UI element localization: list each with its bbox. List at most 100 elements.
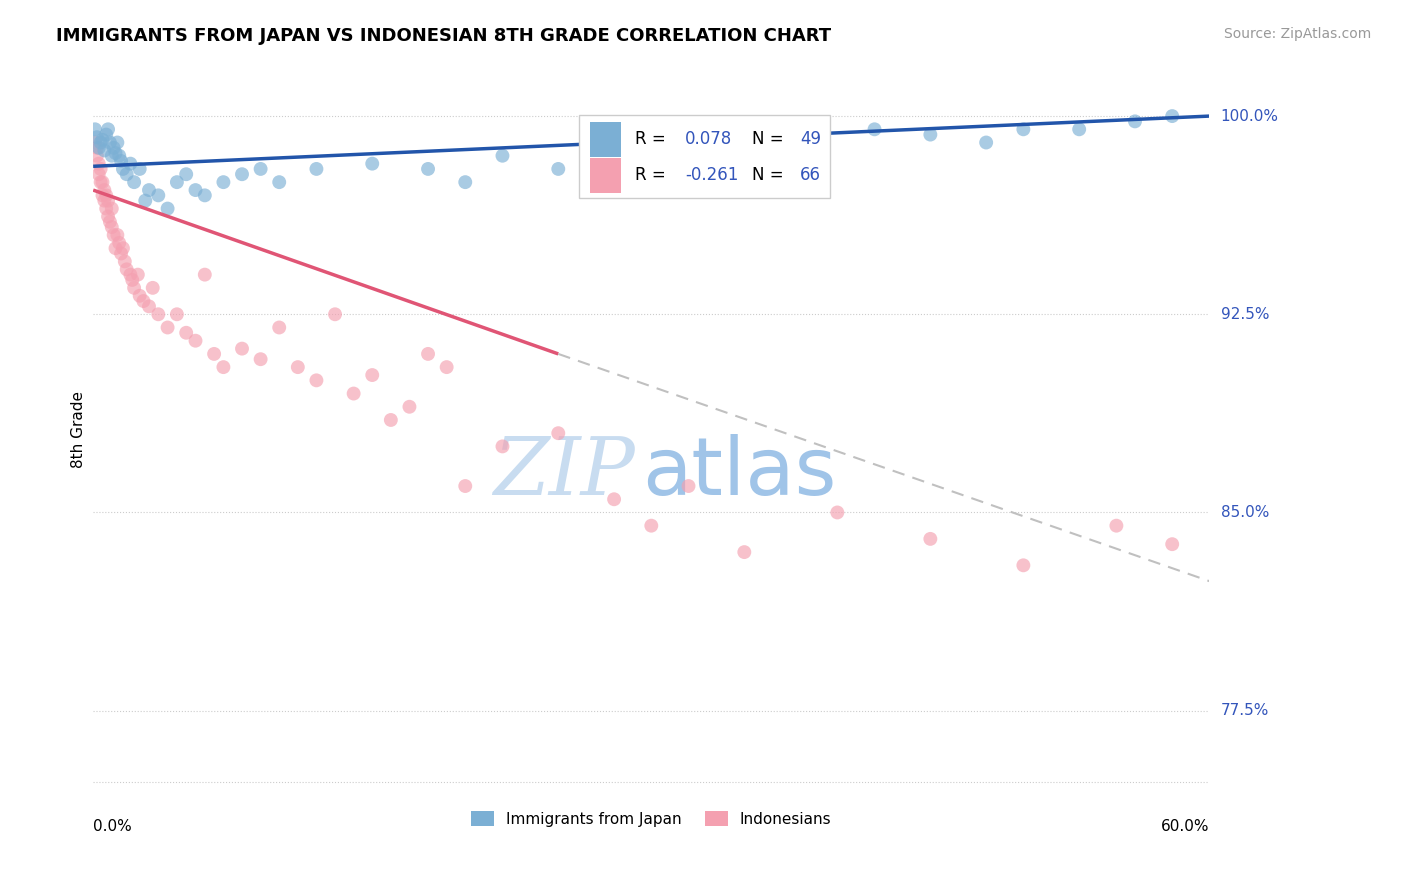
Point bbox=[96, 188, 118, 202]
Point bbox=[115, 167, 138, 181]
Point bbox=[231, 167, 253, 181]
Point bbox=[86, 130, 108, 145]
Point bbox=[1012, 558, 1035, 573]
Point bbox=[863, 122, 886, 136]
Point bbox=[380, 413, 402, 427]
FancyBboxPatch shape bbox=[591, 122, 621, 156]
Point bbox=[90, 175, 112, 189]
Text: R =: R = bbox=[634, 166, 671, 185]
Point bbox=[436, 360, 458, 375]
Y-axis label: 8th Grade: 8th Grade bbox=[72, 391, 86, 467]
Point bbox=[86, 149, 108, 163]
Point bbox=[101, 149, 124, 163]
Point bbox=[156, 202, 179, 216]
Point bbox=[121, 273, 143, 287]
Point bbox=[1161, 537, 1184, 551]
Point bbox=[120, 156, 142, 170]
Point bbox=[416, 161, 439, 176]
Point bbox=[96, 128, 118, 142]
Point bbox=[84, 122, 107, 136]
Text: N =: N = bbox=[752, 130, 789, 148]
Point bbox=[491, 149, 513, 163]
Point bbox=[103, 227, 125, 242]
Point bbox=[91, 133, 114, 147]
Point bbox=[1105, 518, 1128, 533]
Point bbox=[920, 128, 942, 142]
Point bbox=[454, 479, 477, 493]
Point bbox=[156, 320, 179, 334]
Point bbox=[231, 342, 253, 356]
Point bbox=[184, 183, 207, 197]
Point bbox=[103, 141, 125, 155]
Point bbox=[105, 227, 128, 242]
Point bbox=[87, 156, 110, 170]
Text: 92.5%: 92.5% bbox=[1220, 307, 1270, 322]
Point bbox=[174, 167, 197, 181]
Text: ZIP: ZIP bbox=[494, 434, 634, 511]
Point bbox=[416, 347, 439, 361]
Point bbox=[1069, 122, 1091, 136]
Point bbox=[323, 307, 346, 321]
Point bbox=[108, 149, 131, 163]
Point bbox=[343, 386, 366, 401]
Point bbox=[166, 175, 188, 189]
Point bbox=[97, 194, 120, 208]
Point bbox=[678, 149, 700, 163]
Point bbox=[1161, 109, 1184, 123]
Point bbox=[212, 175, 235, 189]
Point bbox=[138, 299, 160, 313]
FancyBboxPatch shape bbox=[579, 115, 830, 198]
Point bbox=[122, 281, 145, 295]
Point bbox=[305, 161, 328, 176]
Text: N =: N = bbox=[752, 166, 789, 185]
Point bbox=[98, 136, 121, 150]
Point bbox=[134, 194, 156, 208]
Point bbox=[90, 161, 112, 176]
Text: atlas: atlas bbox=[643, 434, 837, 511]
Point bbox=[122, 175, 145, 189]
Point bbox=[398, 400, 420, 414]
Point bbox=[174, 326, 197, 340]
Point bbox=[547, 161, 569, 176]
Point bbox=[104, 241, 127, 255]
Point bbox=[491, 439, 513, 453]
Point bbox=[138, 183, 160, 197]
Point bbox=[91, 175, 114, 189]
Point bbox=[111, 241, 134, 255]
Point bbox=[101, 220, 124, 235]
Text: 85.0%: 85.0% bbox=[1220, 505, 1268, 520]
Point bbox=[148, 307, 170, 321]
Point bbox=[1123, 114, 1146, 128]
Point bbox=[87, 167, 110, 181]
Text: 77.5%: 77.5% bbox=[1220, 703, 1268, 718]
Point bbox=[603, 492, 626, 507]
Point bbox=[148, 188, 170, 202]
Point bbox=[547, 426, 569, 441]
Point bbox=[93, 144, 115, 158]
Point bbox=[87, 141, 110, 155]
Point bbox=[287, 360, 309, 375]
Point bbox=[111, 161, 134, 176]
Point bbox=[84, 136, 107, 150]
Point bbox=[115, 262, 138, 277]
Point bbox=[128, 161, 150, 176]
Point bbox=[108, 235, 131, 250]
Point bbox=[194, 188, 217, 202]
Point bbox=[128, 289, 150, 303]
Point bbox=[269, 320, 291, 334]
Text: 66: 66 bbox=[800, 166, 821, 185]
Point bbox=[120, 268, 142, 282]
Point bbox=[361, 156, 384, 170]
Point bbox=[678, 479, 700, 493]
Point bbox=[127, 268, 149, 282]
Point bbox=[114, 254, 136, 268]
Text: IMMIGRANTS FROM JAPAN VS INDONESIAN 8TH GRADE CORRELATION CHART: IMMIGRANTS FROM JAPAN VS INDONESIAN 8TH … bbox=[56, 27, 831, 45]
Point bbox=[603, 136, 626, 150]
Point bbox=[93, 183, 115, 197]
Point bbox=[91, 188, 114, 202]
Point bbox=[920, 532, 942, 546]
Point bbox=[98, 215, 121, 229]
Point bbox=[249, 161, 271, 176]
Point bbox=[90, 136, 112, 150]
Point bbox=[212, 360, 235, 375]
